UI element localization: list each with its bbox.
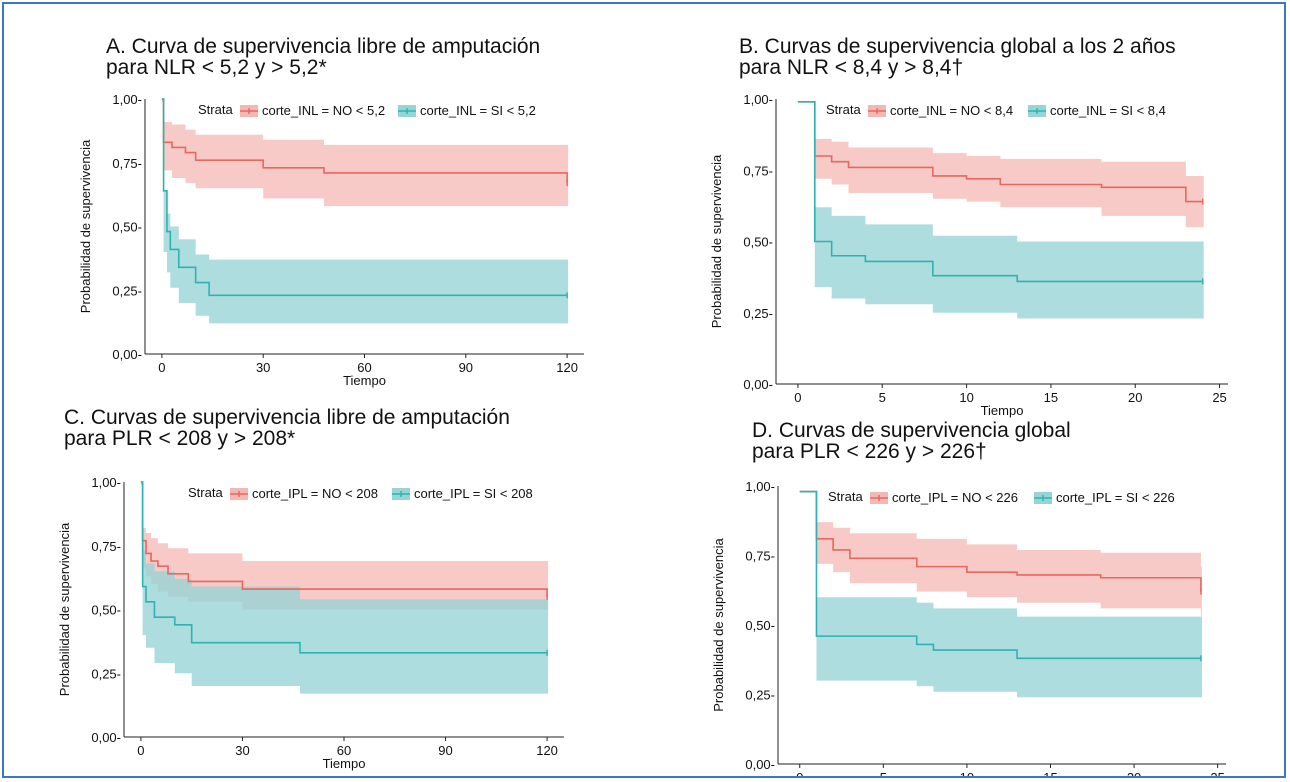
x-tick-label-0-3: 90 bbox=[459, 360, 473, 375]
panel-d-title-line1: D. Curvas de supervivencia global bbox=[752, 419, 1071, 442]
y-tick-label-0-4: 1,00- bbox=[112, 92, 142, 107]
x-tick-label-2-1: 30 bbox=[235, 743, 249, 758]
legend-label-2-1: corte_IPL = SI < 208 bbox=[414, 486, 533, 501]
ci-band-3-0 bbox=[799, 491, 1202, 617]
legend-3: Strata corte_IPL = NO < 226 corte_IPL = SI… bbox=[828, 489, 1175, 505]
survival-line-2-0 bbox=[140, 481, 548, 597]
x-tick-label-2-3: 90 bbox=[438, 743, 452, 758]
panel-c-title: C. Curvas de supervivencia libre de ampu… bbox=[64, 407, 510, 449]
panel-a-title-line1: A. Curva de supervivencia libre de amput… bbox=[106, 35, 541, 58]
legend-label-0-0: corte_INL = NO < 5,2 bbox=[262, 103, 385, 118]
legend-1: Strata corte_INL = NO < 8,4 corte_INL = SI… bbox=[826, 102, 1166, 118]
x-axis-label-0: Tiempo bbox=[343, 373, 386, 388]
y-tick-label-0-2: 0,50- bbox=[112, 220, 142, 235]
y-tick-label-2-2: 0,50- bbox=[91, 603, 121, 618]
x-tick-label-3-5: 25 bbox=[1210, 770, 1224, 776]
km-plot-1: 0,00- 0,25- 0,50- 0,75- 1,00- 0 5 10 15 20 25 Tiemp… bbox=[709, 92, 1228, 418]
x-tick-label-2-0: 0 bbox=[137, 743, 144, 758]
ci-band-1-0 bbox=[797, 101, 1204, 228]
x-tick-label-3-0: 0 bbox=[796, 770, 803, 776]
x-tick-label-2-4: 120 bbox=[536, 743, 558, 758]
ci-band-0-0 bbox=[161, 99, 569, 207]
panel-c-title-line2: para PLR < 208 y > 208* bbox=[64, 427, 296, 450]
x-tick-label-1-3: 15 bbox=[1044, 390, 1058, 405]
y-axis-label-1: Probabilidad de supervivencia bbox=[709, 154, 724, 328]
x-tick-label-0-0: 0 bbox=[158, 360, 165, 375]
panel-a-title-line2: para NLR < 5,2 y > 5,2* bbox=[106, 56, 327, 79]
legend-title-2: Strata bbox=[188, 485, 223, 500]
ci-band-1-1 bbox=[797, 101, 1204, 319]
x-tick-label-1-2: 10 bbox=[959, 390, 973, 405]
y-tick-label-3-3: 0,75- bbox=[745, 549, 775, 564]
y-tick-label-1-1: 0,25- bbox=[743, 306, 773, 321]
legend-label-3-1: corte_IPL = SI < 226 bbox=[1056, 490, 1175, 505]
km-plot-2: 0,00- 0,25- 0,50- 0,75- 1,00- 0 30 60 90 120 Tiemp… bbox=[57, 475, 564, 771]
survival-line-2-1 bbox=[140, 481, 548, 654]
km-plot-0: 0,00- 0,25- 0,50- 0,75- 1,00- 0 30 60 90 120 Tiemp… bbox=[78, 92, 584, 388]
y-tick-label-0-3: 0,75- bbox=[112, 156, 142, 171]
legend-title-0: Strata bbox=[198, 102, 233, 117]
x-tick-label-3-3: 15 bbox=[1043, 770, 1057, 776]
ci-band-3-1 bbox=[799, 491, 1202, 698]
x-tick-label-2-2: 60 bbox=[337, 743, 351, 758]
y-tick-label-1-4: 1,00- bbox=[743, 92, 773, 107]
survival-line-0-1 bbox=[161, 98, 568, 297]
y-axis-label-2: Probabilidad de supervivencia bbox=[57, 522, 72, 696]
legend-label-2-0: corte_IPL = NO < 208 bbox=[252, 486, 378, 501]
y-tick-label-0-0: 0,00- bbox=[112, 347, 142, 362]
y-tick-label-3-0: 0,00- bbox=[745, 757, 775, 772]
survival-line-3-0 bbox=[799, 490, 1202, 592]
ci-band-2-1 bbox=[140, 482, 549, 694]
x-tick-label-1-4: 20 bbox=[1128, 390, 1142, 405]
x-tick-label-3-4: 20 bbox=[1127, 770, 1141, 776]
x-tick-label-1-5: 25 bbox=[1212, 390, 1226, 405]
y-tick-label-3-2: 0,50- bbox=[745, 618, 775, 633]
panel-b-title-line2: para NLR < 8,4 y > 8,4† bbox=[739, 56, 964, 79]
ci-band-2-0 bbox=[140, 482, 549, 610]
y-axis-label-3: Probabilidad de supervivencia bbox=[711, 538, 726, 712]
legend-title-1: Strata bbox=[826, 102, 861, 117]
x-tick-label-1-0: 0 bbox=[794, 390, 801, 405]
y-tick-label-2-1: 0,25- bbox=[91, 666, 121, 681]
panel-b-title: B. Curvas de supervivencia global a los … bbox=[739, 36, 1176, 78]
x-tick-label-0-2: 60 bbox=[357, 360, 371, 375]
y-tick-label-1-2: 0,50- bbox=[743, 235, 773, 250]
y-tick-label-1-3: 0,75- bbox=[743, 163, 773, 178]
charts-canvas: 0,00- 0,25- 0,50- 0,75- 1,00- 0 30 60 90 120 Tiemp… bbox=[57, 92, 1228, 776]
legend-2: Strata corte_IPL = NO < 208 corte_IPL = SI… bbox=[188, 485, 533, 501]
y-tick-label-2-3: 0,75- bbox=[91, 539, 121, 554]
survival-line-1-0 bbox=[797, 101, 1203, 203]
survival-line-0-0 bbox=[161, 98, 568, 184]
y-tick-label-3-4: 1,00- bbox=[745, 479, 775, 494]
y-tick-label-2-4: 1,00- bbox=[91, 475, 121, 490]
legend-label-1-0: corte_INL = NO < 8,4 bbox=[890, 103, 1013, 118]
ci-band-0-1 bbox=[161, 99, 569, 324]
x-axis-label-2: Tiempo bbox=[323, 756, 366, 771]
x-tick-label-0-4: 120 bbox=[556, 360, 578, 375]
legend-label-0-1: corte_INL = SI < 5,2 bbox=[420, 103, 536, 118]
legend-label-3-0: corte_IPL = NO < 226 bbox=[892, 490, 1018, 505]
survival-line-3-1 bbox=[799, 490, 1201, 660]
y-tick-label-2-0: 0,00- bbox=[91, 730, 121, 745]
x-tick-label-0-1: 30 bbox=[256, 360, 270, 375]
km-plot-3: 0,00-0,25-0,50-0,75-1,00-0510152025Tiemp… bbox=[711, 479, 1226, 776]
panel-b-title-line1: B. Curvas de supervivencia global a los … bbox=[739, 35, 1176, 58]
panel-d-title: D. Curvas de supervivencia global para P… bbox=[752, 420, 1071, 462]
y-tick-label-3-1: 0,25- bbox=[745, 688, 775, 703]
x-tick-label-3-2: 10 bbox=[960, 770, 974, 776]
legend-label-1-1: corte_INL = SI < 8,4 bbox=[1050, 103, 1166, 118]
panel-a-title: A. Curva de supervivencia libre de amput… bbox=[106, 36, 540, 78]
legend-title-3: Strata bbox=[828, 489, 863, 504]
x-tick-label-1-1: 5 bbox=[879, 390, 886, 405]
x-tick-label-3-1: 5 bbox=[880, 770, 887, 776]
x-axis-label-1: Tiempo bbox=[981, 403, 1024, 418]
panel-c-title-line1: C. Curvas de supervivencia libre de ampu… bbox=[64, 406, 510, 429]
survival-line-1-1 bbox=[797, 101, 1203, 283]
legend-0: Strata corte_INL = NO < 5,2 corte_INL = SI… bbox=[198, 102, 536, 118]
y-axis-label-0: Probabilidad de supervivencia bbox=[78, 139, 93, 313]
panel-d-title-line2: para PLR < 226 y > 226† bbox=[752, 440, 987, 463]
y-tick-label-0-1: 0,25- bbox=[112, 283, 142, 298]
y-tick-label-1-0: 0,00- bbox=[743, 377, 773, 392]
